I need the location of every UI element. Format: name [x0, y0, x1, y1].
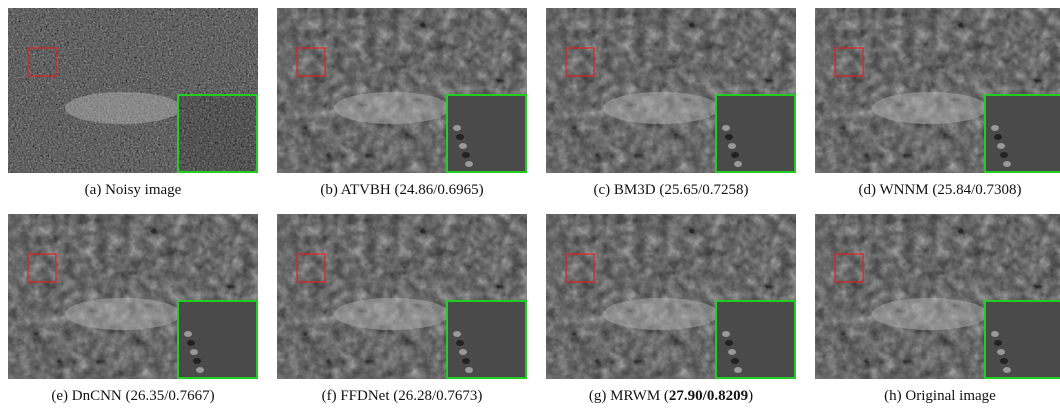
inset	[716, 95, 795, 172]
tiger	[65, 92, 181, 124]
panel: (a) Noisy image	[8, 8, 258, 173]
inset-stripe	[453, 331, 461, 337]
image	[815, 214, 1060, 379]
caption: (f) FFDNet (26.28/0.7673)	[267, 388, 537, 405]
inset	[716, 301, 795, 378]
inset-stripe	[997, 349, 1005, 355]
inset-stripe	[722, 331, 730, 337]
tiger	[872, 298, 988, 330]
inset-stripe	[187, 340, 195, 346]
inset-stripe	[190, 349, 198, 355]
inset-stripe	[728, 349, 736, 355]
panel: (e) DnCNN (26.35/0.7667)	[8, 214, 258, 379]
inset-stripe	[196, 367, 204, 373]
inset	[985, 95, 1060, 172]
inset-stripe	[465, 161, 473, 167]
panel: (g) MRWM (27.90/0.8209)	[546, 214, 796, 379]
image	[8, 8, 258, 173]
inset-stripe	[731, 358, 739, 364]
inset-stripe	[184, 331, 192, 337]
panel: (h) Original image	[815, 214, 1060, 379]
image	[277, 8, 527, 173]
inset-stripe	[728, 143, 736, 149]
figure: (a) Noisy image(b) ATVBH (24.86/0.6965)(…	[0, 0, 1060, 415]
tiger	[603, 298, 719, 330]
panel: (d) WNNM (25.84/0.7308)	[815, 8, 1060, 173]
inset-stripe	[1000, 152, 1008, 158]
inset	[178, 301, 257, 378]
image	[815, 8, 1060, 173]
panel: (f) FFDNet (26.28/0.7673)	[277, 214, 527, 379]
inset-stripe	[991, 331, 999, 337]
panel: (b) ATVBH (24.86/0.6965)	[277, 8, 527, 173]
caption-score: 27.90/0.8209	[669, 388, 748, 404]
tiger	[872, 92, 988, 124]
image	[546, 8, 796, 173]
caption: (g) MRWM (27.90/0.8209)	[536, 388, 806, 405]
inset-stripe	[1003, 367, 1011, 373]
caption-text: )	[748, 388, 753, 404]
inset-stripe	[997, 143, 1005, 149]
inset-stripe	[725, 340, 733, 346]
inset-stripe	[994, 340, 1002, 346]
caption: (b) ATVBH (24.86/0.6965)	[267, 182, 537, 199]
inset-stripe	[734, 161, 742, 167]
caption-text: (g) MRWM (	[589, 388, 669, 404]
caption: (e) DnCNN (26.35/0.7667)	[0, 388, 268, 405]
inset-stripe	[456, 340, 464, 346]
inset-stripe	[734, 367, 742, 373]
tiger	[334, 92, 450, 124]
caption: (c) BM3D (25.65/0.7258)	[536, 182, 806, 199]
inset-stripe	[1000, 358, 1008, 364]
image	[8, 214, 258, 379]
tiger	[603, 92, 719, 124]
inset-stripe	[994, 134, 1002, 140]
inset-stripe	[1003, 161, 1011, 167]
inset-stripe	[462, 358, 470, 364]
caption: (h) Original image	[805, 388, 1060, 405]
inset-stripe	[722, 125, 730, 131]
inset	[447, 95, 526, 172]
inset-stripe	[725, 134, 733, 140]
inset-stripe	[459, 143, 467, 149]
caption: (a) Noisy image	[0, 182, 268, 199]
tiger	[334, 298, 450, 330]
inset-stripe	[462, 152, 470, 158]
image	[277, 214, 527, 379]
inset-stripe	[456, 134, 464, 140]
inset-stripe	[193, 358, 201, 364]
inset-stripe	[459, 349, 467, 355]
inset-stripe	[991, 125, 999, 131]
inset-noise	[179, 96, 256, 171]
caption: (d) WNNM (25.84/0.7308)	[805, 182, 1060, 199]
inset-stripe	[453, 125, 461, 131]
inset-stripe	[731, 152, 739, 158]
inset-stripe	[465, 367, 473, 373]
tiger	[65, 298, 181, 330]
inset	[985, 301, 1060, 378]
image	[546, 214, 796, 379]
panel: (c) BM3D (25.65/0.7258)	[546, 8, 796, 173]
inset	[447, 301, 526, 378]
